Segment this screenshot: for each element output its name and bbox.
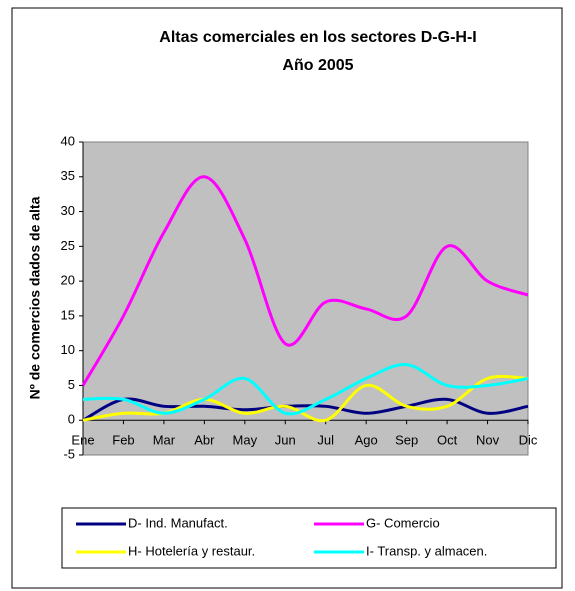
legend-label: H- Hotelería y restaur. xyxy=(128,543,255,558)
y-tick-label: 35 xyxy=(61,168,75,183)
series-line xyxy=(81,175,529,387)
y-tick-label: 30 xyxy=(61,203,75,218)
chart-title: Altas comerciales en los sectores D-G-H-… xyxy=(159,29,476,46)
x-tick-label: Feb xyxy=(112,433,134,448)
y-tick-label: 20 xyxy=(61,273,75,288)
series-line xyxy=(82,363,529,416)
y-tick-label: 25 xyxy=(61,238,75,253)
y-axis-label: Nº de comercios dados de alta xyxy=(27,196,43,399)
x-tick-label: Oct xyxy=(437,433,458,448)
x-tick-label: Sep xyxy=(395,433,418,448)
legend-label: D- Ind. Manufact. xyxy=(128,515,228,530)
x-tick-label: Dic xyxy=(519,433,538,448)
chart-subtitle: Año 2005 xyxy=(282,57,353,74)
x-tick-label: Ene xyxy=(71,433,94,448)
x-tick-label: May xyxy=(233,433,258,448)
x-tick-label: Ago xyxy=(355,433,378,448)
x-tick-label: Nov xyxy=(476,433,500,448)
series-line xyxy=(82,397,529,422)
y-tick-label: 40 xyxy=(61,133,75,148)
legend-label: G- Comercio xyxy=(366,515,440,530)
plot-area xyxy=(82,141,529,456)
x-tick-label: Abr xyxy=(194,433,215,448)
legend-label: I- Transp. y almacen. xyxy=(366,543,487,558)
y-tick-label: 0 xyxy=(68,412,75,427)
y-tick-label: -5 xyxy=(63,446,75,461)
y-tick-label: 5 xyxy=(68,377,75,392)
legend-box xyxy=(61,507,557,569)
y-tick-label: 10 xyxy=(61,342,75,357)
x-tick-label: Jun xyxy=(275,433,296,448)
y-tick-label: 15 xyxy=(61,307,75,322)
x-tick-label: Jul xyxy=(317,433,334,448)
x-tick-label: Mar xyxy=(153,433,176,448)
